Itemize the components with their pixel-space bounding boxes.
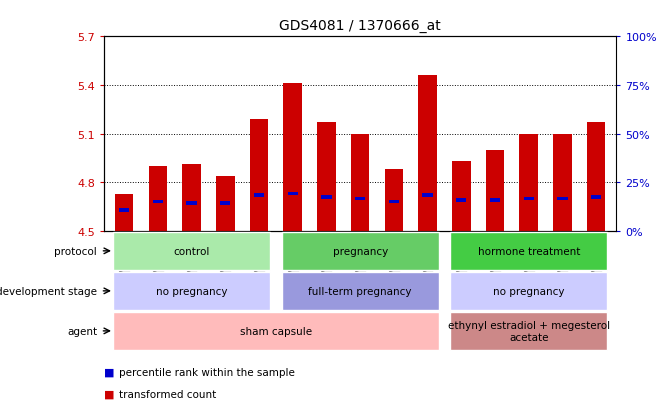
Bar: [220, 202, 230, 206]
Text: ■: ■: [104, 389, 118, 399]
Bar: [423, 194, 433, 197]
Text: ethynyl estradiol + megesterol
acetate: ethynyl estradiol + megesterol acetate: [448, 320, 610, 342]
Bar: [587, 123, 606, 231]
Bar: [351, 134, 369, 231]
Bar: [557, 197, 567, 201]
Bar: [317, 123, 336, 231]
Bar: [186, 202, 196, 206]
Bar: [281, 232, 439, 271]
Bar: [149, 166, 167, 231]
Text: development stage: development stage: [0, 286, 97, 296]
Bar: [385, 170, 403, 231]
Bar: [254, 194, 264, 197]
Bar: [456, 199, 466, 202]
Bar: [389, 200, 399, 204]
Bar: [113, 312, 439, 350]
Bar: [486, 150, 505, 231]
Text: agent: agent: [67, 326, 97, 336]
Text: protocol: protocol: [54, 246, 97, 256]
Bar: [281, 272, 439, 310]
Bar: [452, 162, 470, 231]
Text: control: control: [174, 246, 210, 256]
Bar: [119, 209, 129, 212]
Bar: [450, 312, 607, 350]
Bar: [113, 232, 270, 271]
Text: sham capsule: sham capsule: [240, 326, 312, 336]
Bar: [524, 197, 534, 201]
Text: ■: ■: [104, 367, 118, 377]
Bar: [250, 120, 268, 231]
Text: no pregnancy: no pregnancy: [493, 286, 565, 296]
Text: no pregnancy: no pregnancy: [155, 286, 227, 296]
Text: pregnancy: pregnancy: [332, 246, 388, 256]
Bar: [115, 194, 133, 231]
Bar: [182, 165, 201, 231]
Bar: [450, 232, 607, 271]
Bar: [490, 199, 500, 202]
Bar: [153, 200, 163, 204]
Bar: [113, 272, 270, 310]
Bar: [519, 134, 538, 231]
Text: transformed count: transformed count: [119, 389, 216, 399]
Title: GDS4081 / 1370666_at: GDS4081 / 1370666_at: [279, 19, 441, 33]
Bar: [418, 76, 437, 231]
Bar: [216, 176, 234, 231]
Text: hormone treatment: hormone treatment: [478, 246, 580, 256]
Text: full-term pregnancy: full-term pregnancy: [308, 286, 412, 296]
Bar: [283, 84, 302, 231]
Bar: [355, 197, 365, 201]
Bar: [591, 195, 601, 199]
Bar: [450, 272, 607, 310]
Text: percentile rank within the sample: percentile rank within the sample: [119, 367, 294, 377]
Bar: [553, 134, 572, 231]
Bar: [287, 192, 297, 196]
Bar: [322, 195, 332, 199]
